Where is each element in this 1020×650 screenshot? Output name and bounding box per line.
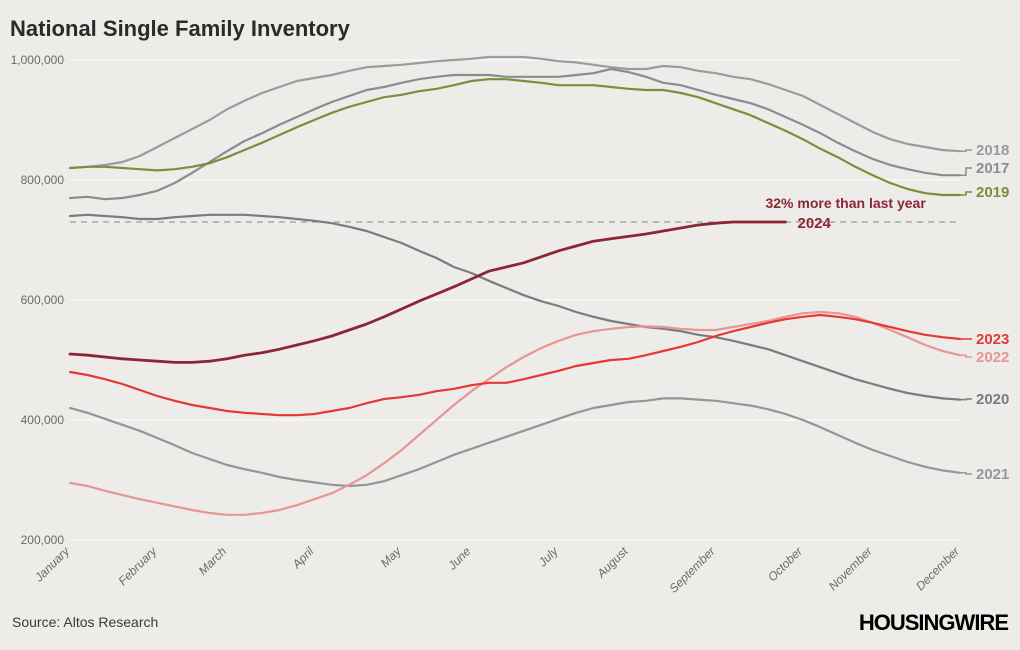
x-tick-label: March (196, 544, 230, 578)
series-connector (960, 355, 972, 357)
series-connector (960, 192, 972, 195)
x-tick-label: May (378, 544, 405, 571)
y-tick-label: 600,000 (21, 293, 65, 307)
series-line-2023 (70, 315, 960, 415)
x-tick-label: October (765, 544, 806, 585)
x-tick-label: January (31, 544, 73, 586)
series-label: 2019 (976, 184, 1009, 201)
y-tick-label: 400,000 (21, 413, 65, 427)
x-tick-label: July (535, 544, 561, 570)
x-tick-label: June (444, 544, 473, 573)
x-tick-label: September (666, 544, 718, 596)
series-label: 2021 (976, 466, 1009, 483)
y-tick-label: 1,000,000 (11, 53, 65, 67)
chart-svg: 200,000 400,000 600,000 800,000 1,000,000 Jan… (0, 0, 1020, 650)
series-label: 2023 (976, 331, 1009, 348)
series-connector (960, 399, 972, 400)
x-tick-label: February (116, 544, 161, 589)
series-line-2022 (70, 312, 960, 515)
series-line-2024 (70, 222, 786, 362)
series-connector (960, 168, 972, 175)
series-label: 2020 (976, 391, 1009, 408)
series-connector (960, 473, 972, 474)
series-connector (960, 150, 972, 151)
y-tick-label: 200,000 (21, 533, 65, 547)
x-tick-label: December (913, 544, 963, 594)
source-label: Source: Altos Research (12, 614, 158, 630)
series-label: 2022 (976, 349, 1009, 366)
series-line-2020 (70, 215, 960, 400)
annotation-text: 32% more than last year (765, 195, 926, 211)
series-label: 2018 (976, 142, 1009, 159)
x-tick-label: April (289, 544, 317, 572)
series-label-2024: 2024 (797, 215, 831, 232)
y-tick-label: 800,000 (21, 173, 65, 187)
x-tick-label: August (594, 544, 631, 581)
series-line-2021 (70, 398, 960, 486)
brand-logo: HOUSINGWIRE (859, 610, 1008, 636)
series-label: 2017 (976, 160, 1009, 177)
x-tick-label: November (826, 544, 876, 594)
